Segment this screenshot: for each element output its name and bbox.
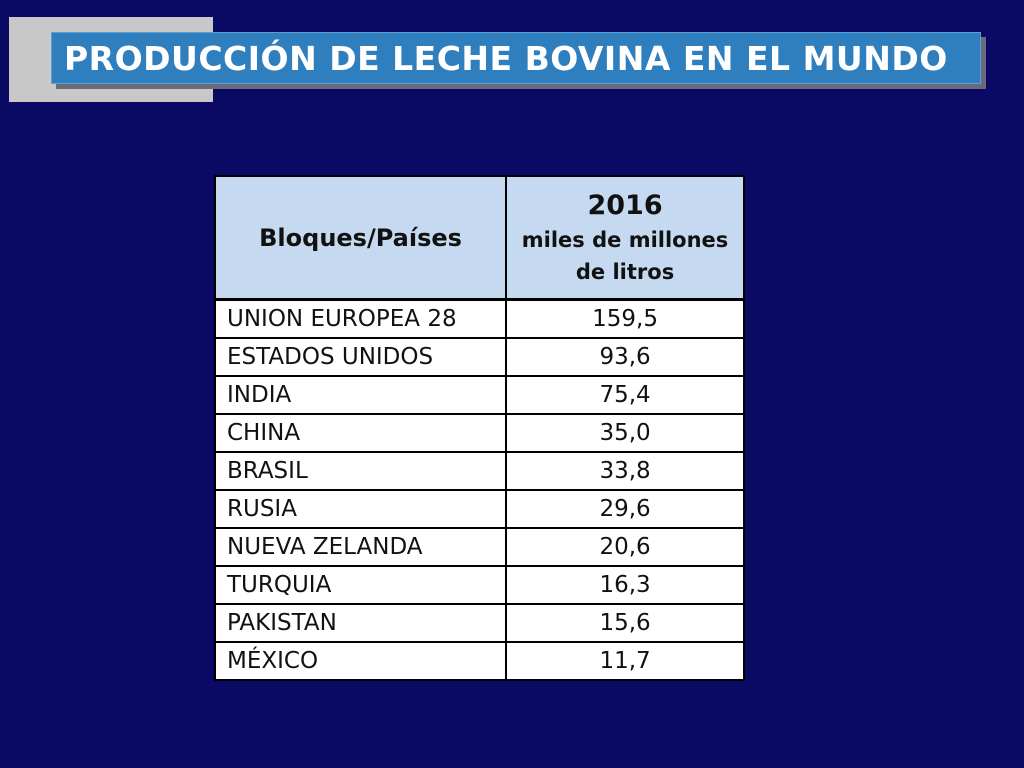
slide-title: PRODUCCIÓN DE LECHE BOVINA EN EL MUNDO <box>64 38 948 78</box>
table-row: RUSIA 29,6 <box>213 489 745 529</box>
table-row: UNION EUROPEA 28 159,5 <box>213 298 745 339</box>
country-cell: PAKISTAN <box>213 603 508 643</box>
value-cell: 11,7 <box>505 641 745 681</box>
column-header-value: 2016 miles de millones de litros <box>505 175 745 301</box>
table-row: TURQUIA 16,3 <box>213 565 745 605</box>
table-row: INDIA 75,4 <box>213 375 745 415</box>
value-cell: 15,6 <box>505 603 745 643</box>
column-header-unit: miles de millones de litros <box>521 227 729 284</box>
value-cell: 33,8 <box>505 451 745 491</box>
country-cell: INDIA <box>213 375 508 415</box>
country-cell: UNION EUROPEA 28 <box>213 298 508 339</box>
column-header-country: Bloques/Países <box>213 175 508 301</box>
column-header-year: 2016 <box>587 189 663 221</box>
table-row: MÉXICO 11,7 <box>213 641 745 681</box>
table-row: PAKISTAN 15,6 <box>213 603 745 643</box>
value-cell: 159,5 <box>505 298 745 339</box>
value-cell: 35,0 <box>505 413 745 453</box>
country-cell: RUSIA <box>213 489 508 529</box>
table-row: CHINA 35,0 <box>213 413 745 453</box>
value-cell: 29,6 <box>505 489 745 529</box>
value-cell: 16,3 <box>505 565 745 605</box>
table-header-row: Bloques/Países 2016 miles de millones de… <box>213 175 745 301</box>
table-row: NUEVA ZELANDA 20,6 <box>213 527 745 567</box>
country-cell: CHINA <box>213 413 508 453</box>
country-cell: NUEVA ZELANDA <box>213 527 508 567</box>
country-cell: TURQUIA <box>213 565 508 605</box>
country-cell: MÉXICO <box>213 641 508 681</box>
title-bar: PRODUCCIÓN DE LECHE BOVINA EN EL MUNDO <box>51 32 981 84</box>
table-row: ESTADOS UNIDOS 93,6 <box>213 337 745 377</box>
table-row: BRASIL 33,8 <box>213 451 745 491</box>
table-body: UNION EUROPEA 28 159,5 ESTADOS UNIDOS 93… <box>213 298 745 681</box>
value-cell: 93,6 <box>505 337 745 377</box>
country-cell: ESTADOS UNIDOS <box>213 337 508 377</box>
table-header: Bloques/Países 2016 miles de millones de… <box>213 175 745 301</box>
milk-production-table: Bloques/Países 2016 miles de millones de… <box>213 175 745 681</box>
value-cell: 20,6 <box>505 527 745 567</box>
country-cell: BRASIL <box>213 451 508 491</box>
value-cell: 75,4 <box>505 375 745 415</box>
